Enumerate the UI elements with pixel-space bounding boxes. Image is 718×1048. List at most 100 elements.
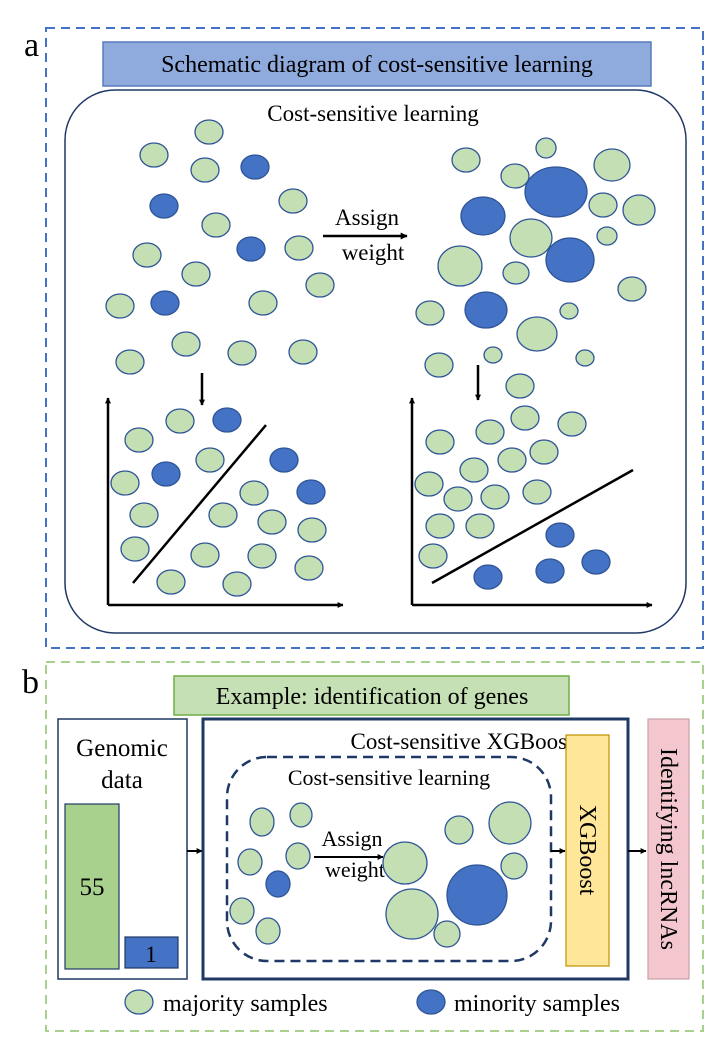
panel-a: a Schematic diagram of cost-sensitive le… [24, 27, 704, 649]
assign-weight-label: Assign [321, 826, 382, 851]
majority-sample [557, 411, 587, 437]
majority-count-bar [64, 803, 120, 970]
minority-sample [581, 549, 611, 575]
minority-sample [269, 447, 299, 473]
majority-sample [229, 897, 255, 925]
panel-b-title: Example: identification of genes [216, 684, 529, 710]
majority-sample [247, 543, 277, 569]
minority-sample [545, 522, 575, 548]
panel-b-letter: b [22, 664, 39, 701]
majority-sample [190, 542, 220, 568]
xgboost-box [565, 734, 610, 967]
plot-after-weighting [409, 373, 653, 608]
majority-sample [509, 218, 553, 258]
genomic-data-box [57, 718, 188, 980]
majority-sample [596, 226, 618, 246]
legend-minority-label: minority samples [454, 991, 620, 1017]
minority-sample [150, 290, 180, 316]
majority-sample [559, 302, 579, 320]
majority-sample [588, 192, 618, 218]
majority-sample [500, 163, 530, 189]
plot-before-weighting [105, 397, 344, 608]
majority-sample [424, 352, 454, 378]
majority-sample [502, 261, 530, 285]
panel-a-letter: a [24, 27, 39, 64]
majority-sample [294, 555, 324, 581]
assign-weight-label: weight [325, 857, 385, 882]
original-samples [105, 119, 335, 375]
legend: majority samples minority samples [124, 989, 620, 1017]
majority-sample [437, 245, 483, 287]
majority-sample [165, 408, 195, 434]
cost-sensitive-learning-title: Cost-sensitive learning [267, 101, 479, 126]
majority-sample [516, 316, 558, 352]
minority-sample [240, 154, 270, 180]
majority-sample [129, 502, 159, 528]
majority-sample [529, 439, 559, 465]
minority-sample [446, 864, 508, 926]
majority-sample [414, 471, 444, 497]
majority-sample [459, 457, 489, 483]
minority-count-value: 1 [145, 942, 157, 967]
majority-count-value: 55 [80, 874, 105, 901]
cost-sensitive-xgboost-box [201, 717, 630, 981]
majority-sample [249, 807, 275, 837]
majority-sample [208, 502, 238, 528]
majority-sample [510, 405, 540, 431]
majority-sample [425, 513, 455, 539]
xgboost-label: XGBoost [574, 805, 600, 896]
majority-sample [465, 513, 495, 539]
majority-sample [418, 543, 448, 569]
minority-sample [545, 237, 595, 283]
minority-sample [265, 870, 291, 898]
majority-sample [451, 147, 481, 173]
panel-b: b Example: identification of genes Genom… [22, 661, 704, 1032]
cost-sensitive-learning-box [64, 89, 687, 634]
majority-sample [248, 290, 278, 316]
cost-sensitive-learning-label: Cost-sensitive learning [288, 765, 490, 790]
output-box [647, 718, 690, 980]
majority-sample [156, 569, 186, 595]
majority-sample [497, 447, 527, 473]
minority-sample [460, 196, 506, 236]
majority-sample [505, 373, 535, 399]
majority-sample [443, 486, 473, 512]
majority-sample [617, 276, 647, 302]
majority-sample [385, 888, 439, 940]
majority-sample [475, 419, 505, 445]
majority-sample [285, 842, 311, 870]
panel-a-border [45, 27, 704, 649]
majority-sample [237, 848, 263, 876]
minority-sample [236, 236, 266, 262]
majority-sample [255, 917, 281, 945]
majority-sample [593, 148, 631, 182]
weighted-samples [415, 137, 656, 378]
minority-sample [535, 558, 565, 584]
majority-sample [522, 479, 552, 505]
majority-sample [575, 349, 595, 367]
majority-sample [105, 293, 135, 319]
majority-sample [239, 480, 269, 506]
majority-sample [194, 119, 224, 145]
majority-sample [305, 272, 335, 298]
minority-sample [473, 564, 503, 590]
majority-sample [444, 815, 474, 845]
majority-sample [284, 235, 314, 261]
genomic-data-label: data [101, 767, 143, 794]
majority-sample [110, 470, 140, 496]
assign-weight-label: weight [342, 240, 405, 265]
majority-sample [425, 429, 455, 455]
majority-sample [488, 801, 532, 845]
majority-sample [227, 340, 257, 366]
cost-sensitive-learning-dashed-box [225, 755, 553, 963]
majority-sample [120, 536, 150, 562]
minority-sample [524, 166, 588, 218]
legend-minority-swatch [416, 989, 446, 1015]
majority-sample [382, 841, 428, 885]
majority-sample [195, 447, 225, 473]
majority-sample [201, 212, 231, 238]
decision-boundary [132, 424, 267, 584]
majority-sample [500, 852, 528, 880]
minority-sample [149, 193, 179, 219]
